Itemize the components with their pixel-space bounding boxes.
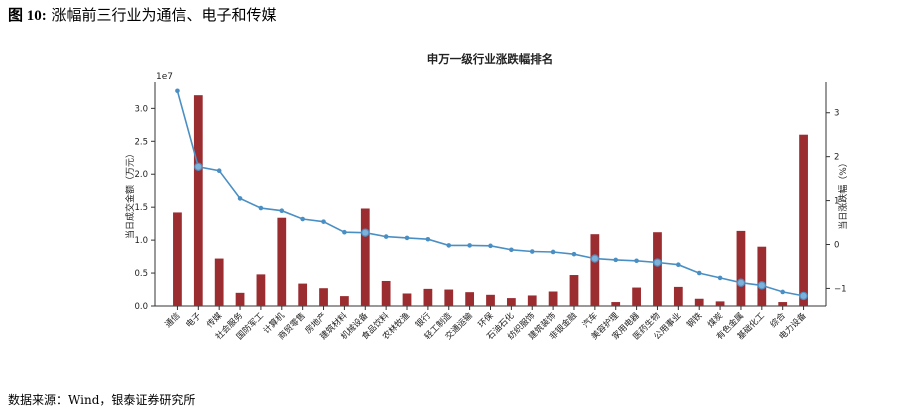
line-point xyxy=(780,289,785,295)
bar xyxy=(653,232,662,306)
line-series xyxy=(175,88,808,301)
bar xyxy=(611,302,621,306)
y2-tick-label: 0 xyxy=(834,241,839,251)
line-point xyxy=(799,291,808,301)
y-tick-label: 3.0 xyxy=(134,104,148,114)
change-line xyxy=(176,90,804,297)
line-point xyxy=(446,243,452,248)
bar xyxy=(465,292,475,306)
bar xyxy=(319,288,328,306)
axes xyxy=(151,82,830,310)
figure-label: 图 10: xyxy=(8,8,47,24)
bar xyxy=(799,134,808,306)
y-tick-label: 1.5 xyxy=(134,203,148,213)
line-point xyxy=(279,208,285,213)
figure-caption: 涨幅前三行业为通信、电子和传媒 xyxy=(51,6,277,24)
bar xyxy=(736,230,746,306)
bar xyxy=(569,275,579,306)
source-note: 数据来源：Wind，银泰证券研究所 xyxy=(8,393,196,407)
line-point xyxy=(529,249,535,254)
x-tick-label: 电子 xyxy=(184,310,204,330)
line-point xyxy=(258,205,264,211)
bar xyxy=(527,295,537,306)
bar xyxy=(715,301,725,306)
line-point xyxy=(653,258,662,267)
y-axis-label: 当日成交金额（万元） xyxy=(124,149,136,239)
y-tick-label: 0.0 xyxy=(134,302,148,312)
line-point xyxy=(425,236,431,242)
line-point xyxy=(467,243,472,248)
y-tick-label: 2.0 xyxy=(134,170,148,180)
y2-tick-label: 2 xyxy=(834,153,839,163)
bar xyxy=(277,217,287,306)
line-point xyxy=(757,281,767,290)
bar xyxy=(694,298,704,306)
line-point xyxy=(590,254,600,263)
line-point xyxy=(717,275,723,281)
line-point xyxy=(361,228,370,237)
line-point xyxy=(550,249,556,255)
chart-title: 申万一级行业涨跌幅排名 xyxy=(427,52,554,66)
bar xyxy=(444,289,454,306)
line-point xyxy=(634,258,639,264)
bar xyxy=(340,296,349,306)
figure-title: 图 10: 涨幅前三行业为通信、电子和传媒 xyxy=(8,4,277,25)
line-point xyxy=(571,251,577,257)
x-tick-label: 通信 xyxy=(163,310,183,330)
line-point xyxy=(696,270,702,276)
y-tick-label: 1.0 xyxy=(134,236,148,246)
bar xyxy=(298,283,308,306)
line-point xyxy=(404,235,410,241)
y-tick-label: 2.5 xyxy=(134,137,148,147)
bar xyxy=(256,274,266,306)
bar xyxy=(778,302,788,306)
line-point xyxy=(321,219,326,224)
bar xyxy=(506,298,516,306)
x-tick-label: 钢铁 xyxy=(685,310,705,330)
line-point xyxy=(509,247,514,253)
line-point xyxy=(342,229,347,235)
bar xyxy=(214,258,224,306)
line-point xyxy=(383,234,389,239)
bar xyxy=(673,286,683,306)
bar xyxy=(757,246,767,306)
line-point xyxy=(194,162,203,171)
bar xyxy=(402,293,412,306)
line-point xyxy=(175,88,180,94)
bar xyxy=(235,292,245,306)
bar xyxy=(193,95,203,306)
bar xyxy=(381,280,391,306)
line-point xyxy=(676,262,681,268)
y2-axis-label: 当日涨跌幅（%） xyxy=(837,158,849,230)
y-tick-label: 0.5 xyxy=(134,269,148,279)
bar xyxy=(590,234,600,306)
y2-tick-label: 1 xyxy=(834,197,839,207)
y-offset-label: 1e7 xyxy=(156,72,173,82)
bar xyxy=(486,294,495,306)
line-point xyxy=(613,257,619,263)
line-point xyxy=(300,216,305,222)
bar-series xyxy=(173,95,808,306)
line-point xyxy=(736,278,746,287)
bar xyxy=(548,291,558,306)
bar xyxy=(632,287,641,306)
line-point xyxy=(237,196,243,201)
line-point xyxy=(216,168,222,174)
y2-tick-label: −1 xyxy=(834,284,847,294)
y2-tick-label: 3 xyxy=(834,109,839,119)
bar xyxy=(360,208,370,306)
line-point xyxy=(488,243,493,249)
bar xyxy=(173,212,182,306)
bar xyxy=(423,288,433,306)
